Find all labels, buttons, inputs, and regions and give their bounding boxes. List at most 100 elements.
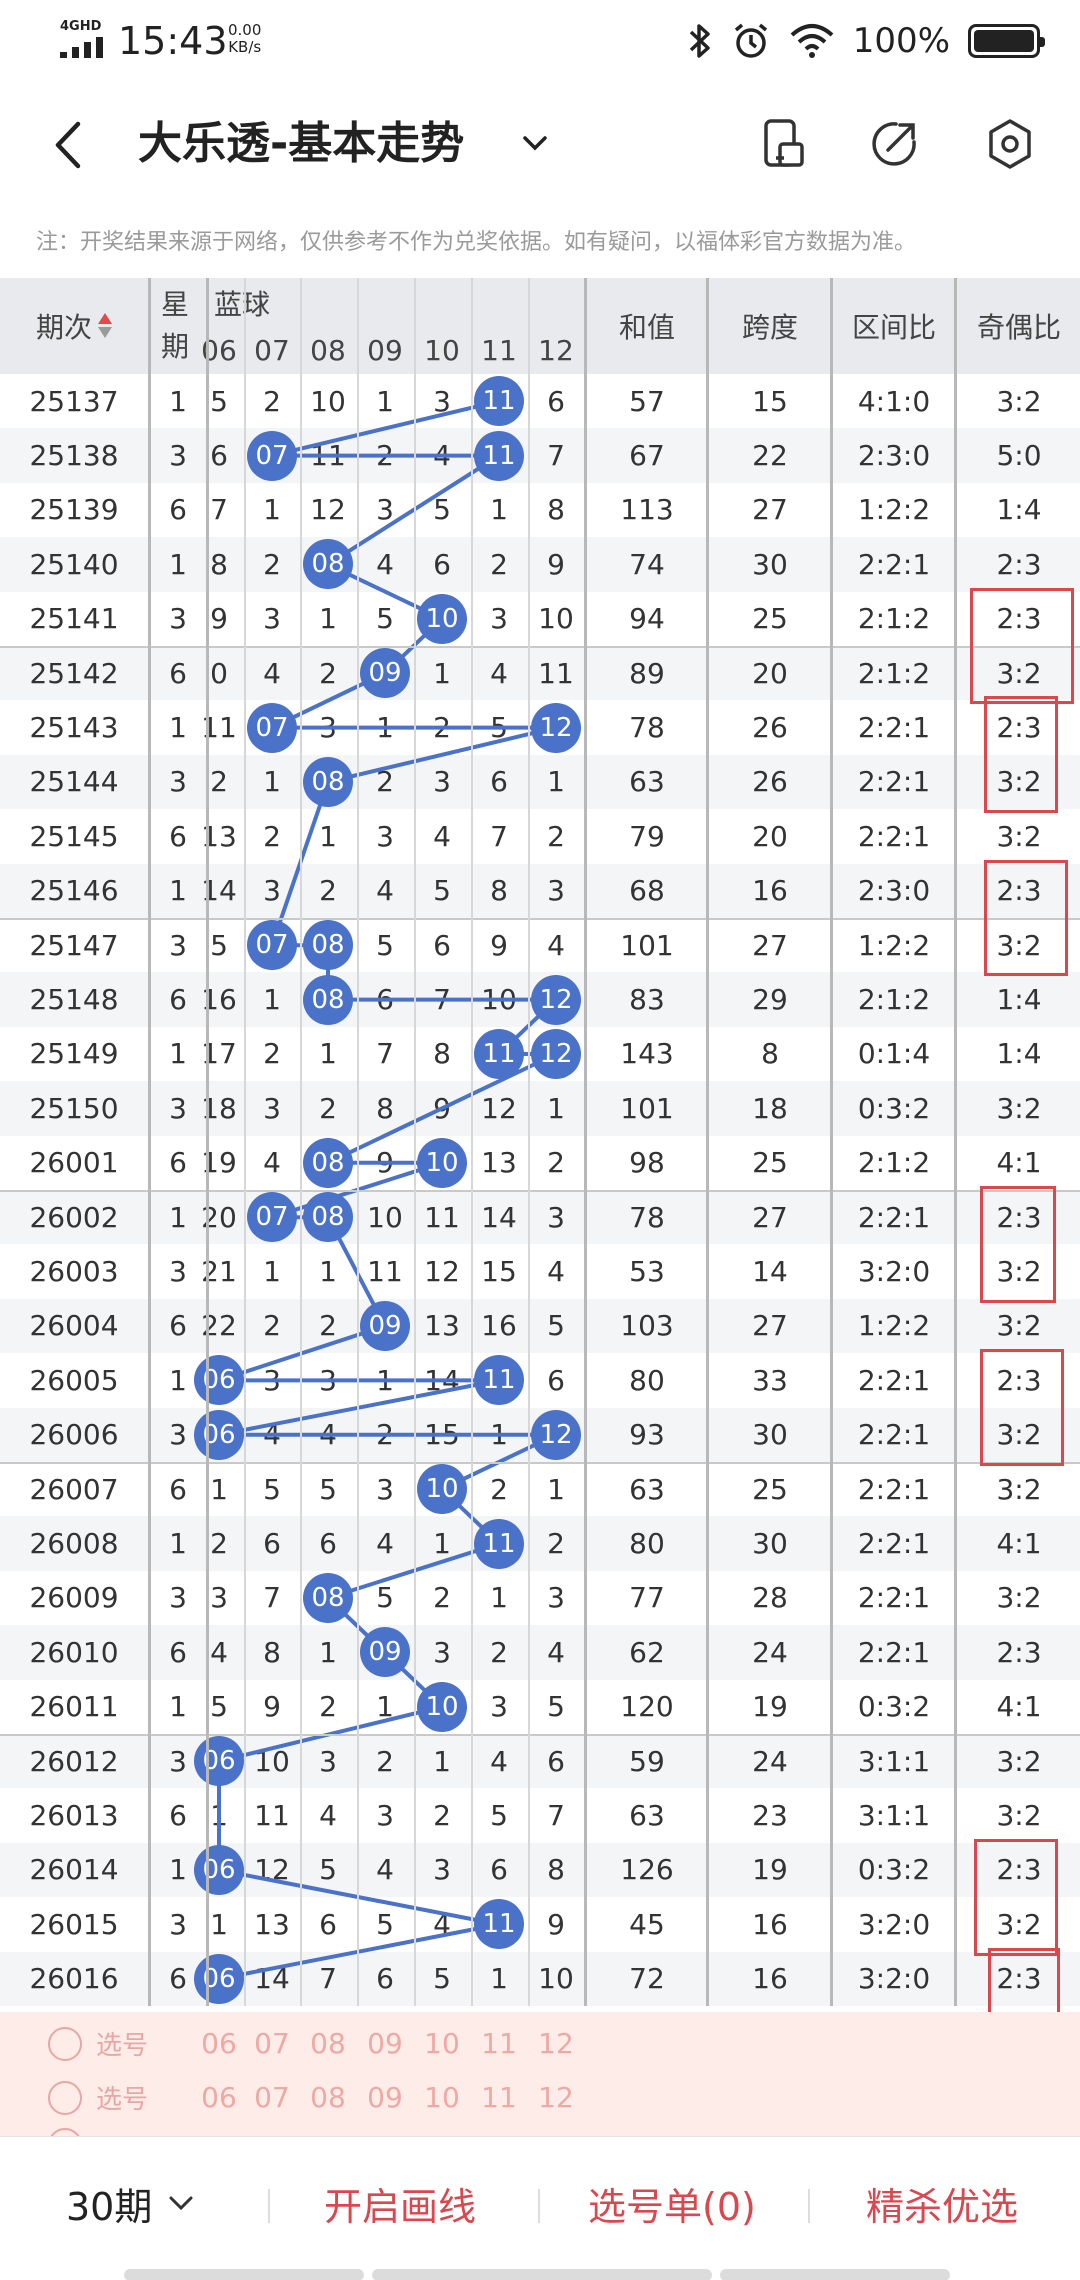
miss-count: 7: [376, 1037, 394, 1071]
share-icon[interactable]: [866, 116, 922, 172]
sum-cell: 83: [629, 983, 665, 1017]
premium-pick-button[interactable]: 精杀优选: [866, 2184, 1019, 2229]
pick-number[interactable]: 12: [538, 2080, 574, 2114]
miss-count: 9: [210, 602, 228, 636]
radio-icon[interactable]: [48, 2027, 82, 2061]
period-cell: 26002: [29, 1200, 119, 1234]
blue-ball: 09: [360, 648, 410, 699]
miss-count: 2: [319, 656, 337, 690]
miss-count: 1: [433, 1527, 451, 1561]
highlight-box: [988, 1947, 1060, 2012]
miss-count: 9: [433, 1091, 451, 1125]
miss-count: 3: [547, 1200, 565, 1234]
period-cell: 25144: [29, 765, 119, 799]
miss-count: 6: [263, 1527, 281, 1561]
span-cell: 28: [752, 1581, 788, 1615]
miss-count: 8: [263, 1635, 281, 1669]
pick-number[interactable]: 09: [367, 2080, 403, 2114]
miss-count: 4: [376, 1853, 394, 1887]
odd-even-cell: 4:1: [996, 1527, 1042, 1561]
miss-count: 3: [433, 1853, 451, 1887]
miss-count: 4: [263, 1418, 281, 1452]
table-row: 26004 6 22 2 2 09 13 16 5 103 27 1:2:2 3:2: [0, 1298, 1080, 1354]
chevron-down-icon[interactable]: [518, 126, 552, 160]
table-row: 26010 6 4 8 1 09 3 2 4 62 24 2:2:1 2:3: [0, 1625, 1080, 1680]
pick-number[interactable]: 11: [481, 2026, 517, 2060]
odd-even-cell: 1:4: [996, 1037, 1042, 1071]
zone-ratio-cell: 0:3:2: [857, 1690, 931, 1724]
sum-cell: 78: [629, 711, 665, 745]
pick-number[interactable]: 06: [201, 2026, 237, 2060]
miss-count: 11: [424, 1200, 460, 1234]
group-divider: [0, 646, 1080, 648]
blue-ball: 11: [474, 430, 524, 481]
miss-count: 2: [263, 1037, 281, 1071]
table-row: 26007 6 1 5 5 3 10 2 1 63 25 2:2:1 3:2: [0, 1462, 1080, 1516]
miss-count: 10: [481, 983, 517, 1017]
pick-label[interactable]: 选号: [96, 2084, 149, 2115]
selection-list-button[interactable]: 选号单(0): [588, 2184, 756, 2229]
blue-ball: 08: [303, 1572, 353, 1623]
back-icon[interactable]: [48, 118, 88, 172]
pick-label[interactable]: 选号: [96, 2030, 149, 2061]
period-select[interactable]: 30期: [66, 2173, 198, 2233]
miss-count: 10: [254, 1744, 290, 1778]
pick-number[interactable]: 07: [254, 2026, 290, 2060]
table-row: 25141 3 9 3 1 5 10 3 10 94 25 2:1:2 2:3: [0, 592, 1080, 646]
zone-ratio-cell: 3:2:0: [857, 1962, 931, 1996]
highlight-box: [984, 696, 1058, 814]
blue-ball: 06: [194, 1844, 244, 1895]
pick-number[interactable]: 11: [481, 2080, 517, 2114]
miss-count: 4: [547, 1635, 565, 1669]
span-cell: 33: [752, 1363, 788, 1397]
period-header[interactable]: 期次: [0, 278, 148, 374]
week-cell: 1: [169, 1527, 187, 1561]
week-cell: 3: [169, 1255, 187, 1289]
zone-ratio-cell: 2:2:1: [857, 819, 931, 853]
pick-number[interactable]: 12: [538, 2026, 574, 2060]
table-row: 25138 3 6 07 11 2 4 11 7 67 22 2:3:0 5:0: [0, 428, 1080, 483]
miss-count: 1: [433, 1744, 451, 1778]
miss-count: 19: [201, 1146, 237, 1180]
pick-number[interactable]: 08: [310, 2026, 346, 2060]
miss-count: 4: [433, 819, 451, 853]
odd-even-cell: 3:2: [996, 656, 1042, 690]
miss-count: 1: [319, 1037, 337, 1071]
zone-ratio-cell: 4:1:0: [857, 384, 931, 418]
alarm-icon: [734, 23, 767, 58]
pick-number[interactable]: 07: [254, 2080, 290, 2114]
settings-icon[interactable]: [982, 116, 1038, 172]
miss-count: 2: [433, 1581, 451, 1615]
radio-icon[interactable]: [48, 2081, 82, 2115]
span-cell: 24: [752, 1744, 788, 1778]
miss-count: 5: [263, 1472, 281, 1506]
miss-count: 2: [263, 819, 281, 853]
span-cell: 25: [752, 1146, 788, 1180]
pick-number[interactable]: 08: [310, 2080, 346, 2114]
blue-ball: 11: [474, 1899, 524, 1950]
pick-number[interactable]: 06: [201, 2080, 237, 2114]
pick-number[interactable]: 09: [367, 2026, 403, 2060]
odd-even-cell: 3:2: [996, 1581, 1042, 1615]
pick-number[interactable]: 10: [424, 2026, 460, 2060]
sum-cell: 94: [629, 602, 665, 636]
blue-ball: 08: [303, 974, 353, 1025]
page-title[interactable]: 大乐透-基本走势: [138, 118, 465, 169]
week-cell: 6: [169, 983, 187, 1017]
miss-count: 8: [376, 1091, 394, 1125]
span-cell: 8: [761, 1037, 779, 1071]
draw-lines-button[interactable]: 开启画线: [324, 2184, 477, 2229]
miss-count: 7: [433, 983, 451, 1017]
period-cell: 26007: [29, 1472, 119, 1506]
span-cell: 22: [752, 439, 788, 473]
radio-icon[interactable]: [48, 2128, 82, 2136]
miss-count: 15: [424, 1418, 460, 1452]
phone-icon[interactable]: [756, 116, 812, 172]
blue-ball: 06: [194, 1736, 244, 1787]
sort-icon[interactable]: [98, 313, 112, 339]
span-cell: 19: [752, 1690, 788, 1724]
period-cell: 26010: [29, 1635, 119, 1669]
odd-even-cell: 2:3: [996, 602, 1042, 636]
blue-column-header: 06: [201, 333, 237, 367]
pick-number[interactable]: 10: [424, 2080, 460, 2114]
